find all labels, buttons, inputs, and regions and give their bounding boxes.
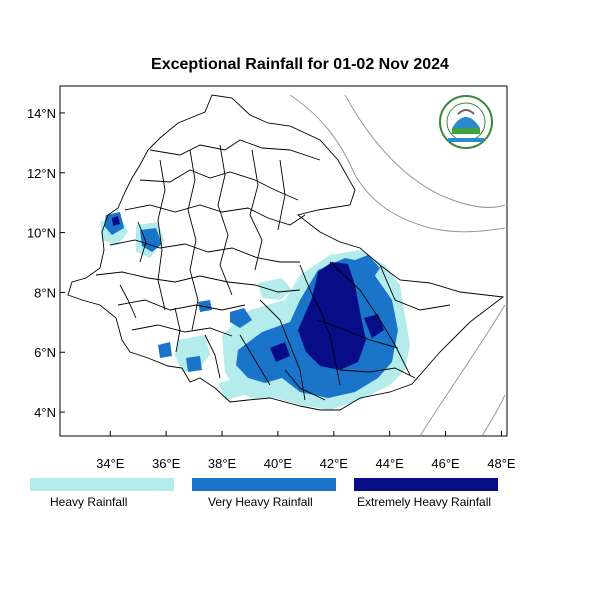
x-tick-label: 46°E — [431, 456, 460, 471]
legend-swatch-extreme — [354, 478, 498, 491]
neighbour-borders — [289, 94, 506, 437]
x-tick-label: 48°E — [487, 456, 516, 471]
y-tick-label: 14°N — [27, 106, 56, 121]
x-tick-label: 44°E — [375, 456, 404, 471]
x-tick-label: 38°E — [208, 456, 237, 471]
coast-lower — [481, 394, 506, 437]
latitude-axis: 4°N 6°N 8°N 10°N 12°N 14°N — [27, 106, 65, 420]
y-tick-label: 10°N — [27, 226, 56, 241]
ethiopia-borders — [67, 94, 505, 411]
y-tick-label: 4°N — [34, 405, 56, 420]
legend-label-very-heavy: Very Heavy Rainfall — [208, 495, 313, 509]
y-tick-label: 6°N — [34, 345, 56, 360]
x-tick-label: 36°E — [152, 456, 181, 471]
y-tick-label: 8°N — [34, 285, 56, 300]
legend-label-extreme: Extremely Heavy Rainfall — [357, 495, 492, 509]
legend-swatch-very-heavy — [192, 478, 336, 491]
x-tick-label: 40°E — [264, 456, 293, 471]
legend-swatch-heavy — [30, 478, 174, 491]
country-outline — [67, 94, 505, 411]
y-tick-label: 12°N — [27, 166, 56, 181]
somalia-coast — [419, 304, 506, 437]
map-title: Exceptional Rainfall for 01-02 Nov 2024 — [151, 56, 449, 73]
extreme-rainfall-area — [112, 216, 384, 370]
gulf-coast — [344, 94, 506, 209]
x-tick-label: 34°E — [96, 456, 125, 471]
longitude-axis: 34°E 36°E 38°E 40°E 42°E 44°E 46°E 48°E — [96, 431, 516, 471]
legend-label-heavy: Heavy Rainfall — [50, 495, 128, 509]
rainfall-raster — [100, 212, 410, 410]
red-sea-coast — [289, 94, 506, 233]
x-tick-label: 42°E — [320, 456, 349, 471]
institute-logo — [439, 95, 493, 149]
